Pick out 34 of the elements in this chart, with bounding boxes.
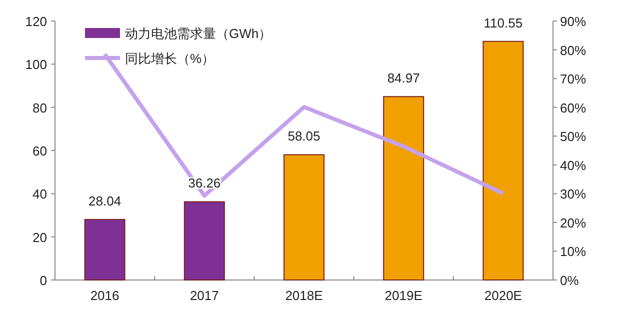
y2-tick-label: 0% bbox=[560, 273, 580, 288]
bar bbox=[482, 40, 524, 280]
y-tick-label: 60 bbox=[32, 144, 47, 158]
bar bbox=[284, 154, 324, 280]
x-tick-label: 2019E bbox=[384, 288, 423, 303]
legend-label: 动力电池需求量（GWh） bbox=[125, 26, 272, 41]
y2-tick-label: 40% bbox=[560, 158, 586, 173]
y-tick-label: 80 bbox=[32, 100, 47, 116]
y2-tick-label: 60% bbox=[560, 100, 586, 116]
data-label: 84.97 bbox=[387, 70, 420, 86]
x-tick-label: 2018E bbox=[285, 288, 324, 303]
y2-tick-label: 70% bbox=[560, 72, 586, 87]
bar bbox=[184, 201, 225, 280]
y-tick-label: 0 bbox=[40, 273, 47, 288]
data-label: 28.04 bbox=[88, 193, 122, 208]
bar bbox=[84, 218, 126, 280]
y2-tick-label: 30% bbox=[560, 186, 586, 202]
data-label: 36.26 bbox=[188, 176, 221, 191]
y2-tick-label: 10% bbox=[560, 244, 586, 260]
y2-tick-label: 20% bbox=[560, 215, 586, 230]
x-tick-label: 2020E bbox=[484, 288, 522, 303]
y2-tick-label: 50% bbox=[560, 129, 586, 144]
y2-tick-label: 90% bbox=[560, 14, 586, 29]
x-tick-label: 2016 bbox=[90, 288, 120, 303]
y-tick-label: 40 bbox=[32, 186, 47, 202]
legend-label: 同比增长（%） bbox=[125, 51, 215, 66]
y-tick-label: 120 bbox=[25, 14, 47, 29]
bar bbox=[383, 96, 424, 280]
y2-tick-label: 80% bbox=[560, 42, 586, 58]
y-tick-label: 100 bbox=[25, 57, 47, 72]
x-tick-label: 2017 bbox=[190, 288, 219, 303]
data-label: 58.05 bbox=[288, 128, 320, 144]
y-tick-label: 20 bbox=[32, 230, 47, 245]
data-label: 110.55 bbox=[484, 15, 523, 30]
